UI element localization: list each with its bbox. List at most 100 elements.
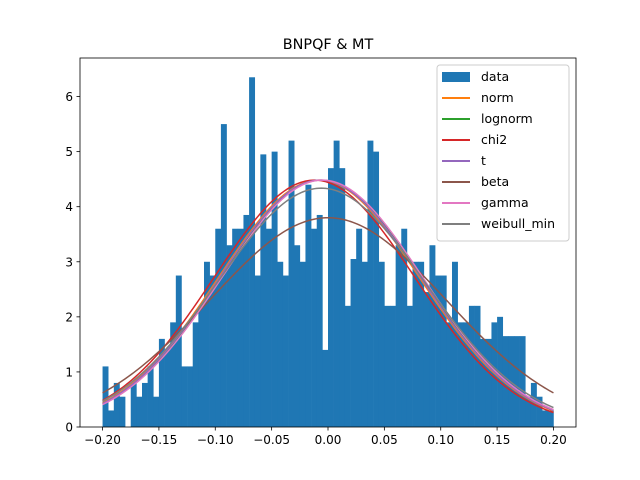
histogram-bar (260, 154, 267, 427)
histogram-bar (519, 336, 526, 427)
x-tick-label: −0.05 (253, 433, 290, 447)
histogram-bar (547, 410, 554, 427)
curve-chi2 (102, 179, 554, 414)
histogram-bar (158, 338, 165, 427)
histogram-bar (215, 228, 222, 427)
histogram-bar (452, 261, 458, 427)
histogram-bar (232, 228, 239, 427)
histogram-bar (468, 305, 475, 427)
histogram-bar (282, 275, 289, 427)
y-axis-ticks: 0 1 2 3 4 5 6 (65, 90, 80, 435)
histogram-bar (271, 151, 278, 427)
histogram-bar (164, 349, 171, 427)
legend-label: data (481, 69, 509, 84)
y-tick-label: 1 (65, 365, 73, 379)
x-axis-ticks: −0.20 −0.15 −0.10 −0.05 0.00 0.05 0.10 0.15 0.20 (84, 427, 567, 447)
histogram-bar (429, 245, 436, 427)
histogram-bar (418, 261, 425, 427)
histogram-bar (474, 305, 481, 427)
x-tick-label: 0.10 (427, 433, 454, 447)
histogram-bar (480, 338, 487, 427)
histogram-bar (361, 261, 368, 427)
curve-weibull-min (102, 187, 554, 409)
x-tick-label: −0.15 (141, 433, 178, 447)
histogram-bar (395, 245, 402, 427)
histogram-bar (187, 366, 194, 427)
y-tick-label: 3 (65, 255, 73, 269)
x-tick-label: 0.15 (484, 433, 511, 447)
histogram-bar (243, 214, 250, 427)
y-tick-label: 5 (65, 145, 73, 159)
histogram-bar (254, 275, 261, 427)
histogram-bars (102, 77, 554, 428)
histogram-bar (294, 245, 301, 427)
legend-swatch-data (442, 72, 470, 82)
legend-label: beta (481, 174, 509, 189)
histogram-bar (457, 322, 464, 427)
histogram-bar (378, 261, 385, 427)
histogram-bar (249, 77, 256, 427)
histogram-bar (491, 322, 498, 427)
histogram-bar (130, 382, 137, 427)
histogram-bar (316, 214, 323, 427)
histogram-bar (542, 410, 549, 427)
legend-label: gamma (481, 195, 529, 210)
histogram-bar (356, 228, 363, 427)
histogram-bar (119, 396, 126, 427)
histogram-bar (153, 396, 160, 427)
histogram-bar (288, 140, 295, 428)
histogram-bar (322, 349, 329, 427)
y-tick-label: 6 (65, 90, 73, 104)
histogram-bar (525, 396, 532, 427)
histogram-bar (514, 336, 520, 427)
histogram-bar (305, 184, 312, 427)
histogram-bar (339, 168, 346, 427)
legend-label: weibull_min (481, 216, 555, 231)
histogram-bar (299, 261, 306, 427)
legend: data norm lognorm chi2 t beta gamma weibull_min (436, 64, 570, 242)
x-tick-label: −0.20 (84, 433, 121, 447)
fit-curves (102, 179, 554, 414)
y-tick-label: 4 (65, 200, 73, 214)
histogram-bar (412, 261, 419, 427)
histogram-bar (435, 275, 442, 427)
histogram-bar (390, 305, 396, 427)
histogram-bar (423, 292, 430, 427)
histogram-bar (311, 228, 318, 427)
histogram-bar (209, 275, 216, 427)
histogram-bar (142, 382, 148, 427)
histogram-bar (406, 305, 413, 427)
histogram-bar (192, 322, 199, 427)
histogram-bar (198, 305, 205, 427)
histogram-bar (175, 275, 182, 427)
histogram-bar (485, 338, 492, 427)
histogram-bar (333, 140, 340, 428)
curve-gamma (102, 179, 554, 411)
x-tick-label: −0.10 (197, 433, 234, 447)
histogram-bar (350, 259, 357, 427)
histogram-bar (536, 396, 543, 427)
legend-label: chi2 (481, 132, 507, 147)
histogram-bar (266, 228, 272, 427)
y-tick-label: 2 (65, 310, 73, 324)
legend-label: lognorm (481, 111, 533, 126)
chart-title: BNPQF & MT (283, 37, 374, 53)
histogram-bar (102, 366, 109, 427)
x-tick-label: 0.20 (540, 433, 567, 447)
histogram-bar (147, 366, 154, 427)
legend-label: norm (481, 90, 514, 105)
histogram-bar (373, 151, 380, 427)
histogram-bar (170, 322, 177, 427)
histogram-bar (440, 275, 447, 427)
curve-beta (102, 216, 554, 394)
histogram-bar (497, 316, 504, 427)
x-tick-label: 0.05 (371, 433, 398, 447)
histogram-bar (113, 382, 120, 427)
histogram-bar (384, 305, 391, 427)
histogram-bar (277, 261, 284, 427)
histogram-bar (328, 168, 334, 427)
histogram-bar (463, 322, 470, 427)
histogram-bar (181, 366, 188, 427)
legend-box (436, 64, 570, 242)
